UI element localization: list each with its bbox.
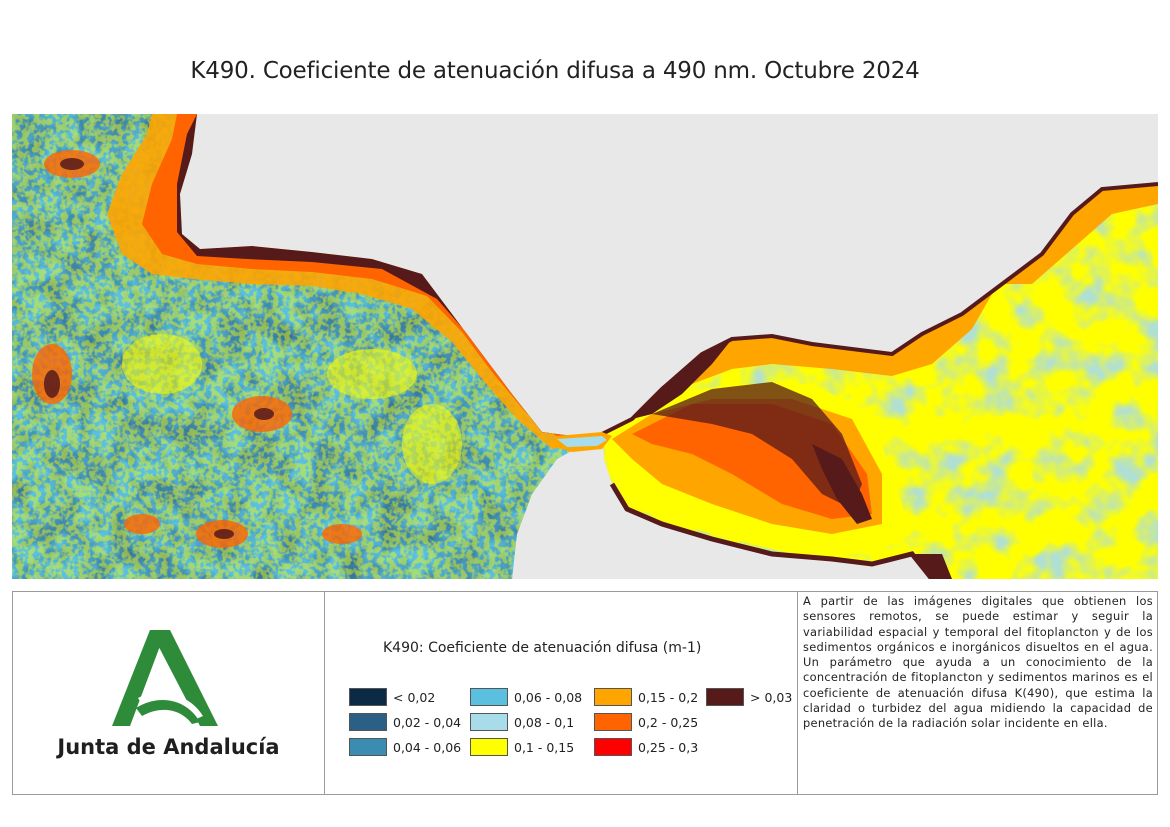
logo-text: Junta de Andalucía bbox=[57, 735, 280, 759]
legend-item: 0,15 - 0,2 bbox=[594, 688, 698, 706]
description-cell: A partir de las imágenes digitales que o… bbox=[798, 592, 1157, 794]
legend-swatch bbox=[594, 713, 632, 731]
legend-label: 0,1 - 0,15 bbox=[514, 739, 575, 755]
legend-label: 0,02 - 0,04 bbox=[393, 714, 462, 730]
legend-swatch bbox=[470, 738, 508, 756]
legend-item: 0,1 - 0,15 bbox=[470, 738, 574, 756]
legend-label: 0,2 - 0,25 bbox=[638, 714, 699, 730]
legend: K490: Coeficiente de atenuación difusa (… bbox=[325, 592, 798, 794]
legend-label: 0,06 - 0,08 bbox=[514, 689, 583, 705]
legend-title: K490: Coeficiente de atenuación difusa (… bbox=[383, 640, 702, 656]
junta-de-andalucia-logo-icon bbox=[112, 630, 218, 726]
legend-item: > 0,03 bbox=[706, 688, 792, 706]
legend-item: 0,2 - 0,25 bbox=[594, 713, 698, 731]
legend-label: 0,08 - 0,1 bbox=[514, 714, 575, 730]
legend-label: 0,04 - 0,06 bbox=[393, 739, 462, 755]
legend-swatch bbox=[470, 713, 508, 731]
legend-item: 0,02 - 0,04 bbox=[349, 713, 461, 731]
legend-item: 0,08 - 0,1 bbox=[470, 713, 574, 731]
logo-cell: Junta de Andalucía bbox=[13, 592, 325, 794]
legend-swatch bbox=[470, 688, 508, 706]
legend-label: > 0,03 bbox=[750, 689, 793, 705]
legend-label: 0,25 - 0,3 bbox=[638, 739, 699, 755]
map-title: K490. Coeficiente de atenuación difusa a… bbox=[190, 58, 920, 84]
legend-swatch bbox=[594, 688, 632, 706]
legend-item: 0,25 - 0,3 bbox=[594, 738, 698, 756]
legend-swatch bbox=[594, 738, 632, 756]
legend-label: < 0,02 bbox=[393, 689, 436, 705]
k490-raster-map bbox=[12, 114, 1158, 579]
legend-swatch bbox=[349, 738, 387, 756]
legend-swatch bbox=[706, 688, 744, 706]
legend-item: 0,06 - 0,08 bbox=[470, 688, 582, 706]
map-view[interactable] bbox=[12, 114, 1158, 579]
legend-item: < 0,02 bbox=[349, 688, 435, 706]
info-panel: Junta de Andalucía K490: Coeficiente de … bbox=[12, 591, 1158, 795]
legend-item: 0,04 - 0,06 bbox=[349, 738, 461, 756]
legend-swatch bbox=[349, 713, 387, 731]
description-text: A partir de las imágenes digitales que o… bbox=[803, 594, 1153, 731]
legend-label: 0,15 - 0,2 bbox=[638, 689, 699, 705]
legend-swatch bbox=[349, 688, 387, 706]
